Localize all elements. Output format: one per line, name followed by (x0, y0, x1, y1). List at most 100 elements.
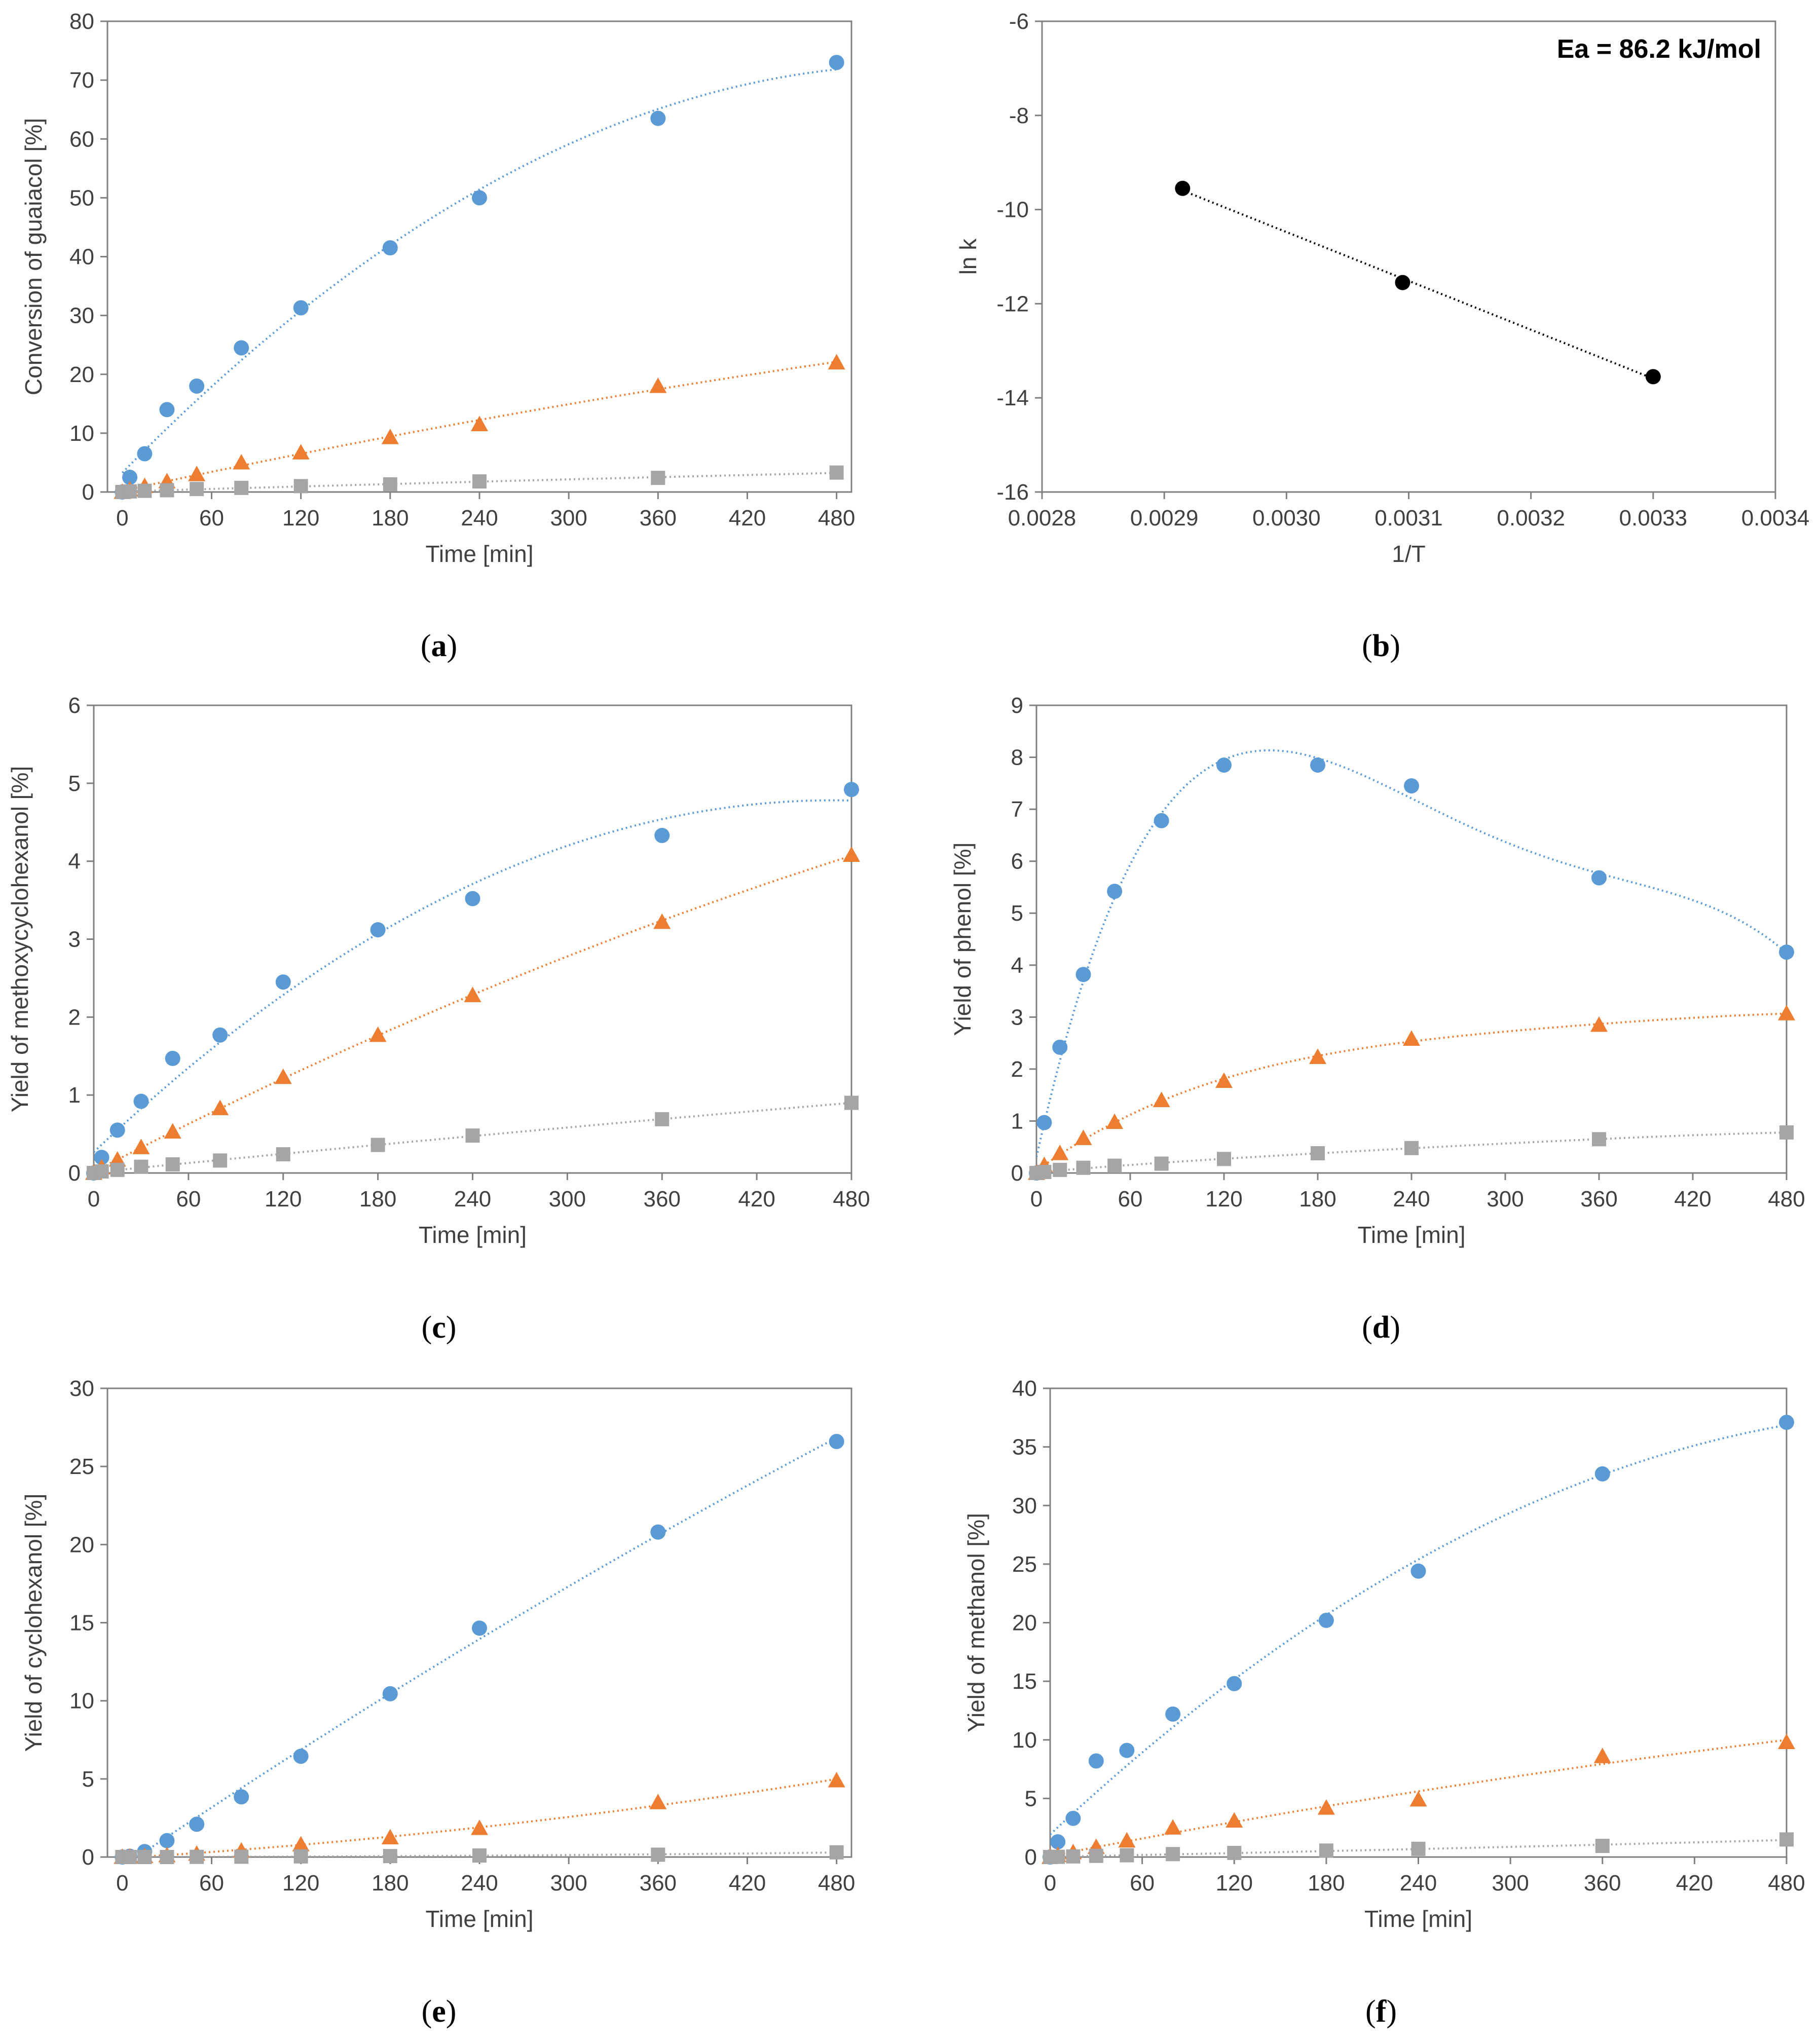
caption-paren-close: ) (446, 1310, 457, 1345)
x-tick-label: 0 (88, 1187, 100, 1212)
y-tick-label: 20 (69, 1532, 94, 1557)
trendline-series-1 (1036, 749, 1787, 1158)
y-tick-label: 2 (68, 1005, 81, 1030)
data-point-square (1227, 1845, 1242, 1860)
data-point-square (1779, 1832, 1794, 1847)
y-tick-label: 30 (1012, 1493, 1037, 1518)
data-point-circle (1310, 757, 1325, 773)
y-tick-label: 9 (1011, 693, 1023, 718)
data-point-square (383, 477, 397, 491)
y-tick-label: 70 (69, 68, 94, 93)
y-tick-label: 25 (1012, 1552, 1037, 1577)
data-point-circle (109, 1122, 125, 1138)
data-point-square (1592, 1132, 1606, 1147)
data-point-square (276, 1147, 290, 1162)
x-tick-label: 240 (454, 1187, 491, 1212)
y-tick-label: 4 (1011, 953, 1023, 978)
data-point-square (1154, 1156, 1169, 1171)
caption-paren-open: ( (1362, 629, 1372, 663)
chart-c: 0 60 120 180 240 300 360 420 480 0 1 2 3 4 5 6 Time [min… (7, 693, 870, 1345)
x-tick-label: 420 (729, 1871, 766, 1896)
data-point-circle (829, 55, 844, 70)
data-point-square (123, 1850, 137, 1864)
x-tick-label: 0.0031 (1375, 506, 1443, 531)
caption-letter: b (1372, 629, 1390, 663)
data-point-circle (1036, 1115, 1052, 1130)
y-tick-label: 35 (1012, 1435, 1037, 1460)
data-point-triangle (211, 1100, 229, 1115)
data-point-square (137, 1850, 152, 1864)
data-point-square (1053, 1162, 1067, 1177)
y-tick-label: 20 (69, 362, 94, 387)
data-point-triangle (108, 1151, 126, 1167)
data-point-square (1404, 1141, 1419, 1155)
panel-caption: (d) (1362, 1310, 1400, 1345)
data-point-square (94, 1164, 109, 1179)
y-tick-label: -10 (996, 198, 1029, 222)
caption-paren-close: ) (1386, 1994, 1397, 2029)
data-point-triangle (1051, 1145, 1069, 1160)
x-tick-label: 60 (1130, 1871, 1155, 1896)
data-point-triangle (1153, 1091, 1170, 1108)
data-point-triangle (381, 429, 399, 444)
data-point-triangle (233, 453, 250, 470)
data-point-triangle (1778, 1733, 1795, 1749)
data-point-triangle (1778, 1005, 1795, 1020)
x-axis-title: Time [min] (426, 1906, 534, 1932)
x-tick-label: 120 (282, 1871, 319, 1896)
data-point-circle (829, 1433, 844, 1449)
data-point-square (1120, 1848, 1134, 1863)
caption-paren-open: ( (422, 1310, 432, 1345)
data-point-square (829, 465, 844, 480)
data-point-square (190, 482, 204, 497)
trendline-series-1 (94, 799, 851, 1153)
data-point-square (1779, 1125, 1794, 1140)
caption-letter: e (432, 1994, 446, 2029)
data-point-circle (370, 922, 386, 938)
data-point-circle (650, 110, 666, 126)
caption-letter: d (1372, 1310, 1390, 1345)
data-point-square (1217, 1152, 1231, 1166)
panel-caption: (c) (422, 1310, 457, 1345)
data-point-square (655, 1112, 670, 1126)
data-point-triangle (828, 1771, 845, 1788)
data-point-circle (654, 827, 670, 843)
trendline-series-2 (1036, 1012, 1787, 1172)
y-tick-label: -16 (996, 480, 1029, 505)
data-point-triangle (1593, 1748, 1611, 1763)
data-point-square (1076, 1160, 1091, 1175)
data-point-square (472, 1848, 487, 1863)
x-tick-label: 0.0032 (1497, 506, 1565, 531)
y-tick-label: 5 (1025, 1786, 1037, 1811)
trendline-series-3 (1036, 1131, 1787, 1173)
y-axis-title: Yield of phenol [%] (949, 843, 976, 1036)
data-point-triangle (1317, 1799, 1335, 1815)
y-tick-label: 10 (69, 421, 94, 446)
x-tick-label: 180 (359, 1187, 396, 1212)
data-point-square (844, 1095, 859, 1110)
data-point-square (1037, 1164, 1052, 1179)
x-tick-label: 240 (461, 1871, 498, 1896)
x-tick-label: 120 (1216, 1871, 1253, 1896)
trendline-series-2 (94, 855, 851, 1173)
x-tick-label: 300 (550, 506, 587, 531)
data-point-circle (1591, 870, 1607, 886)
data-point-circle (293, 300, 309, 316)
y-tick-label: 80 (69, 9, 94, 34)
y-tick-label: 50 (69, 185, 94, 210)
data-point-circle (234, 1789, 249, 1805)
plot-area-frame (93, 704, 852, 1174)
data-point-square (213, 1153, 228, 1168)
x-tick-label: 180 (372, 1871, 408, 1896)
chart-a: 0 60 120 180 240 300 360 420 480 0 10 20 30 40 50 60 70 8… (20, 9, 855, 663)
x-tick-label: 120 (282, 506, 319, 531)
x-tick-label: 300 (1492, 1871, 1529, 1896)
plot-area-frame (1049, 1387, 1788, 1858)
data-point-circle (472, 1620, 487, 1636)
data-point-circle (159, 1833, 175, 1848)
y-tick-label: -8 (1009, 103, 1029, 128)
plot-area-frame (1041, 20, 1776, 493)
x-tick-label: 180 (372, 506, 408, 531)
x-axis-title: Time [min] (1364, 1906, 1472, 1932)
data-point-triangle (1225, 1812, 1243, 1828)
